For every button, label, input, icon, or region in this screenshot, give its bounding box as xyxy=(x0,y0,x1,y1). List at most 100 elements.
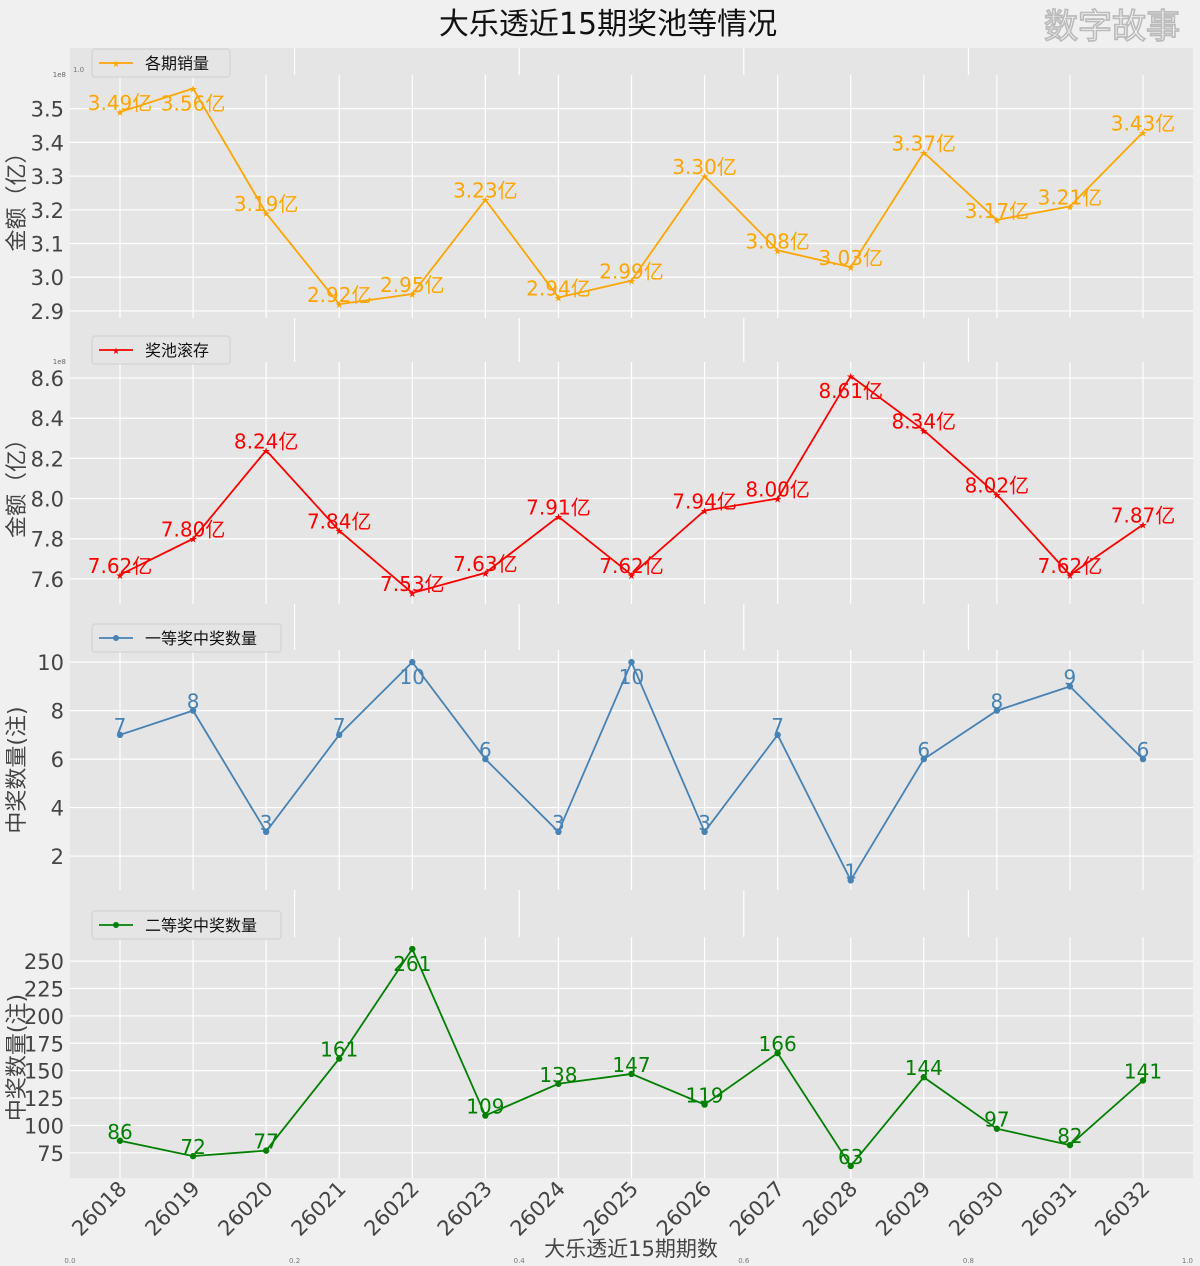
data-label: 261 xyxy=(393,952,431,976)
legend-box xyxy=(91,623,282,653)
y-tick-label: 75 xyxy=(37,1142,64,1166)
data-label: 3.30亿 xyxy=(672,155,737,179)
legend-marker: ★ xyxy=(112,60,120,70)
data-point xyxy=(555,828,562,836)
data-point xyxy=(409,945,416,953)
y-tick-label: 100 xyxy=(24,1114,64,1138)
data-label: 1 xyxy=(844,859,857,883)
data-point: ★ xyxy=(189,84,198,95)
data-point xyxy=(701,1101,708,1108)
data-point: ★ xyxy=(116,571,125,582)
subplot-4: 75 100 125 150 175 200 225 250 中奖数量(注) 86 72 77 161 2… xyxy=(5,910,1193,1178)
data-label: 7.87亿 xyxy=(1111,504,1176,528)
offset-label: 1e8 xyxy=(53,358,66,366)
y-tick-label: 200 xyxy=(24,1005,64,1029)
data-point xyxy=(262,1147,270,1154)
data-label: 161 xyxy=(320,1038,358,1062)
data-point: ★ xyxy=(481,196,490,207)
legend-box xyxy=(91,48,231,78)
data-point xyxy=(1139,755,1147,763)
data-point: ★ xyxy=(846,263,855,274)
data-label: 7 xyxy=(333,714,346,738)
data-label: 7.62亿 xyxy=(88,554,153,578)
y-axis-label: 金额（亿） xyxy=(5,428,30,538)
data-point xyxy=(774,731,781,739)
data-point xyxy=(847,877,854,884)
data-label: 109 xyxy=(466,1095,504,1119)
data-point xyxy=(116,731,124,739)
data-point xyxy=(1139,1077,1147,1084)
data-point: ★ xyxy=(335,527,344,538)
y-tick-label: 2 xyxy=(51,845,64,869)
legend: ★ 各期销量 xyxy=(91,48,231,78)
data-label: 7.80亿 xyxy=(161,518,226,542)
data-point: ★ xyxy=(554,293,563,304)
data-point xyxy=(409,658,416,666)
data-point xyxy=(189,707,197,714)
y-tick-label: 250 xyxy=(24,950,64,974)
data-point: ★ xyxy=(481,569,490,580)
data-point xyxy=(847,1162,854,1170)
data-label: 2.92亿 xyxy=(307,283,372,307)
data-point: ★ xyxy=(992,216,1001,227)
data-label: 6 xyxy=(479,738,492,762)
y-axis-label: 中奖数量(注) xyxy=(5,994,30,1121)
y-tick-label: 6 xyxy=(51,748,64,772)
data-point xyxy=(628,1070,635,1078)
data-label: 8.00亿 xyxy=(745,478,810,502)
y-tick-label: 8.4 xyxy=(31,407,64,431)
y-axis-label: 中奖数量(注) xyxy=(5,706,30,833)
data-label: 7.84亿 xyxy=(307,510,372,534)
data-label: 138 xyxy=(539,1063,577,1087)
data-point: ★ xyxy=(627,277,636,288)
chart-title: 大乐透近15期奖池等情况 xyxy=(439,7,777,42)
data-point xyxy=(628,658,635,666)
y-tick-label: 4 xyxy=(51,797,64,821)
data-point: ★ xyxy=(262,209,271,220)
data-point: ★ xyxy=(189,535,198,546)
data-label: 7.62亿 xyxy=(599,554,664,578)
y-tick-label: 7.8 xyxy=(31,528,64,552)
data-point: ★ xyxy=(554,513,563,524)
data-label: 141 xyxy=(1124,1060,1162,1084)
legend-label: 奖池滚存 xyxy=(145,341,209,360)
data-point: ★ xyxy=(919,426,928,437)
data-label: 7 xyxy=(114,714,127,738)
background-x-tick-label: 0.6 xyxy=(738,1257,750,1265)
data-label: 3.03亿 xyxy=(818,246,883,270)
y-tick-label: 175 xyxy=(24,1032,64,1056)
series-line xyxy=(119,87,1144,306)
data-point: ★ xyxy=(992,491,1001,502)
data-label: 3.37亿 xyxy=(892,132,957,156)
data-label: 8.34亿 xyxy=(892,409,957,433)
y-tick-label: 3.0 xyxy=(31,266,64,290)
data-label: 97 xyxy=(984,1108,1009,1132)
data-point: ★ xyxy=(627,571,636,582)
y-tick-label: 8.2 xyxy=(31,447,64,471)
background-y-tick-label: 1.0 xyxy=(73,66,84,74)
data-label: 3.23亿 xyxy=(453,179,518,203)
background-x-tick-label: 0.8 xyxy=(963,1257,974,1265)
legend: ★ 奖池滚存 xyxy=(91,335,231,365)
data-point: ★ xyxy=(1139,128,1148,139)
data-label: 10 xyxy=(400,665,425,689)
data-point xyxy=(920,1074,927,1081)
legend: 一等奖中奖数量 xyxy=(91,623,282,653)
y-tick-label: 3.5 xyxy=(31,98,64,122)
y-tick-label: 8.6 xyxy=(31,367,64,391)
data-point xyxy=(993,1125,1001,1132)
data-point: ★ xyxy=(408,290,417,301)
data-label: 86 xyxy=(107,1120,132,1144)
data-label: 3 xyxy=(260,811,273,835)
data-label: 72 xyxy=(180,1135,205,1159)
y-tick-label: 10 xyxy=(37,651,64,675)
data-label: 7.63亿 xyxy=(453,552,518,576)
subplots: 2.93.03.13.23.33.43.51e8金额（亿）★3.49亿★3.56… xyxy=(5,48,1193,1178)
data-point: ★ xyxy=(846,372,855,383)
data-point: ★ xyxy=(1065,202,1074,213)
data-label: 2.99亿 xyxy=(599,260,664,284)
data-point xyxy=(336,731,343,739)
legend-marker: ★ xyxy=(112,347,120,357)
data-label: 3.08亿 xyxy=(745,229,810,253)
